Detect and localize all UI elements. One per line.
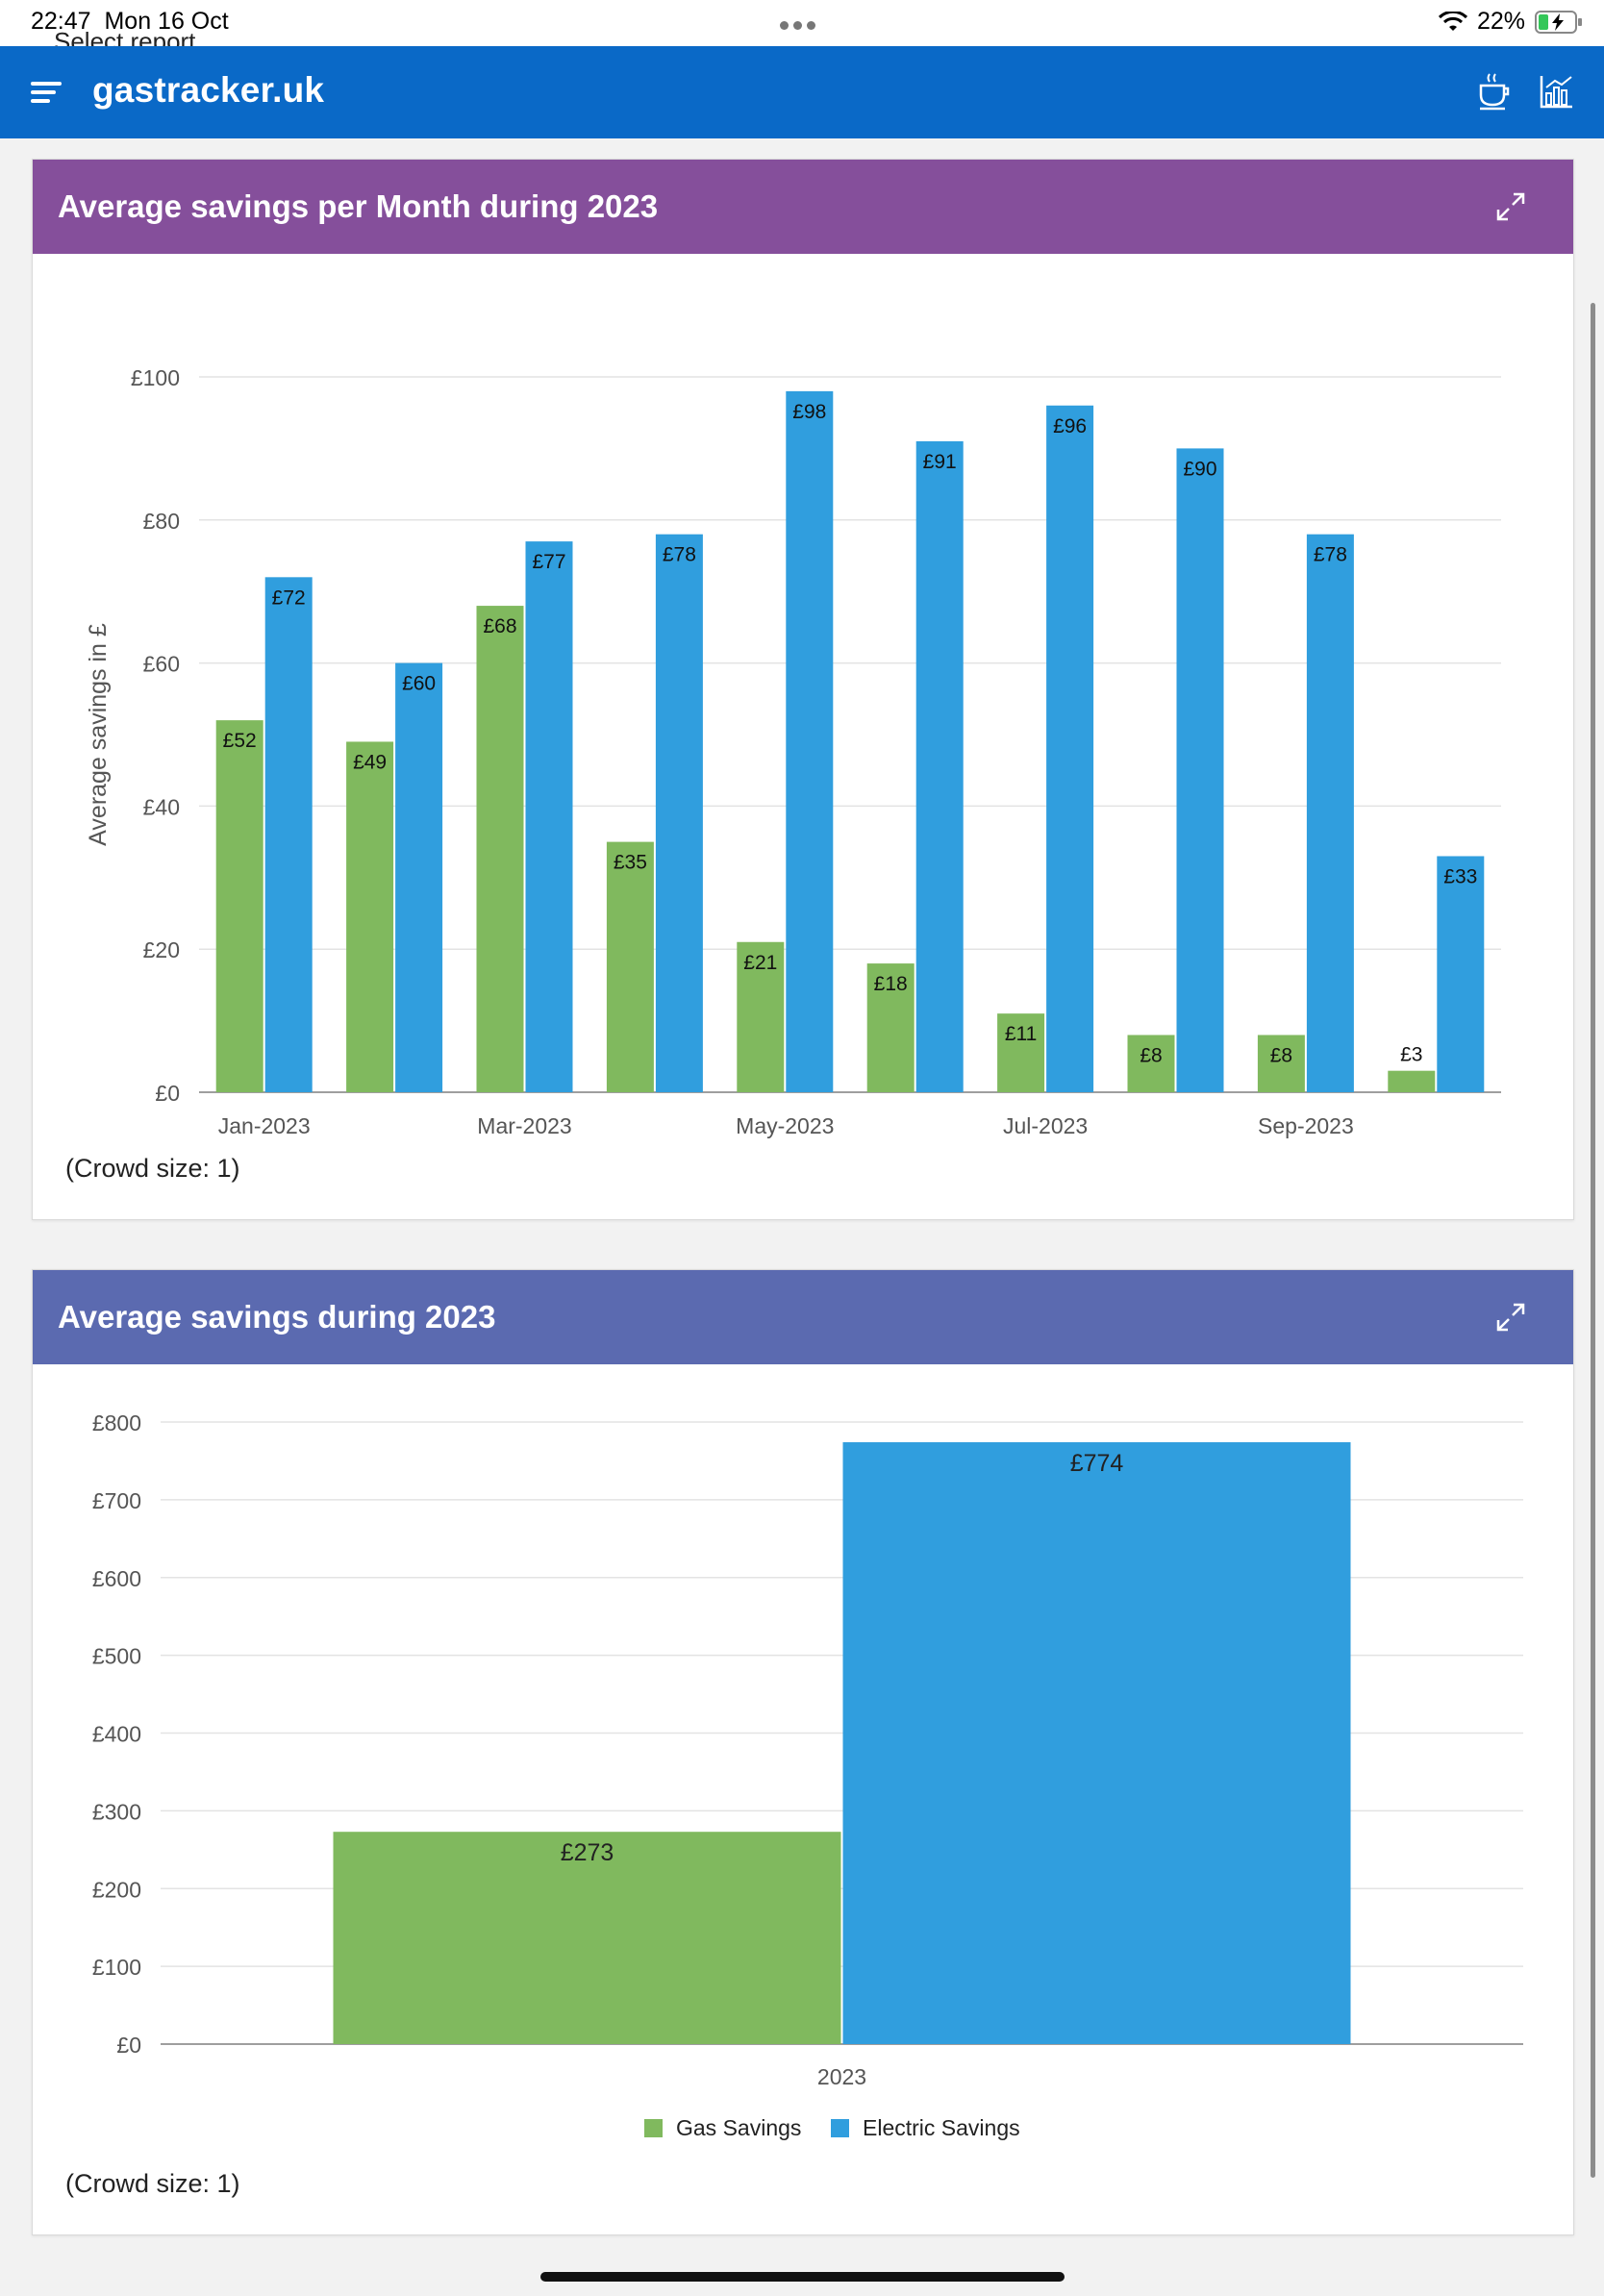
electric-bar bbox=[395, 662, 443, 1092]
gas-bar bbox=[333, 1832, 841, 2044]
y-tick-label: £0 bbox=[155, 1081, 180, 1106]
gas-bar bbox=[997, 1013, 1045, 1092]
status-clock: 22:47 bbox=[31, 8, 91, 35]
gas-bar bbox=[737, 941, 785, 1092]
electric-bar bbox=[1306, 534, 1354, 1092]
x-tick-label: Sep-2023 bbox=[1258, 1113, 1354, 1138]
legend-swatch bbox=[831, 2119, 849, 2137]
gas-bar bbox=[606, 841, 654, 1092]
multitasking-dots-icon[interactable] bbox=[780, 17, 824, 30]
gas-bar bbox=[1388, 1070, 1436, 1092]
y-tick-label: £80 bbox=[143, 509, 180, 534]
legend-label: Electric Savings bbox=[863, 2115, 1020, 2140]
electric-bar bbox=[786, 390, 834, 1092]
y-tick-label: £300 bbox=[92, 1799, 141, 1824]
data-label: £90 bbox=[1183, 458, 1216, 480]
expand-icon[interactable] bbox=[1494, 1301, 1527, 1334]
data-label: £78 bbox=[663, 544, 696, 566]
y-tick-label: £600 bbox=[92, 1566, 141, 1591]
y-tick-label: £40 bbox=[143, 794, 180, 819]
data-label: £72 bbox=[272, 586, 306, 609]
y-tick-label: £100 bbox=[131, 365, 180, 390]
electric-bar bbox=[264, 577, 313, 1092]
menu-icon[interactable] bbox=[31, 79, 63, 106]
battery-charging-icon bbox=[1535, 10, 1582, 34]
legend-label: Gas Savings bbox=[676, 2115, 801, 2140]
data-label: £98 bbox=[792, 401, 826, 423]
y-axis-label: Average savings in £ bbox=[85, 623, 112, 846]
data-label: £60 bbox=[402, 673, 436, 695]
electric-bar bbox=[1437, 856, 1485, 1092]
app-bar: gastracker.uk bbox=[0, 46, 1604, 138]
data-label: £8 bbox=[1270, 1044, 1292, 1066]
wifi-icon bbox=[1438, 11, 1467, 31]
gas-bar bbox=[1127, 1035, 1175, 1092]
data-label: £774 bbox=[1070, 1450, 1124, 1477]
electric-bar bbox=[1176, 448, 1224, 1092]
data-label: £11 bbox=[1005, 1023, 1037, 1045]
gas-bar bbox=[215, 720, 263, 1092]
scrollbar[interactable] bbox=[1591, 303, 1595, 2178]
data-label: £78 bbox=[1314, 544, 1347, 566]
data-label: £77 bbox=[532, 551, 565, 573]
status-time: 22:47 Mon 16 Oct bbox=[31, 8, 229, 36]
y-tick-label: £700 bbox=[92, 1488, 141, 1513]
data-label: £3 bbox=[1400, 1044, 1422, 1066]
card-header: Average savings per Month during 2023 bbox=[33, 160, 1573, 254]
electric-bar bbox=[915, 440, 964, 1092]
y-tick-label: £400 bbox=[92, 1722, 141, 1747]
data-label: £18 bbox=[874, 973, 908, 995]
data-label: £35 bbox=[614, 852, 647, 874]
monthly-savings-chart: £0 £20 £40 £60 £80 £100 Average savings in £ £5… bbox=[85, 365, 1501, 1138]
electric-bar bbox=[842, 1442, 1351, 2044]
home-indicator[interactable] bbox=[540, 2272, 1065, 2282]
bar-chart-icon[interactable] bbox=[1540, 74, 1574, 109]
gas-bar bbox=[346, 741, 394, 1092]
data-label: £21 bbox=[743, 952, 777, 974]
electric-bar bbox=[1046, 405, 1094, 1092]
y-tick-label: £60 bbox=[143, 652, 180, 677]
x-tick-label: Mar-2023 bbox=[477, 1113, 571, 1138]
electric-bar bbox=[655, 534, 703, 1092]
x-tick-label: Jul-2023 bbox=[1003, 1113, 1088, 1138]
data-label: £273 bbox=[561, 1839, 614, 1866]
status-bar: 22:47 Mon 16 Oct 22% bbox=[0, 0, 1604, 46]
electric-bar bbox=[525, 541, 573, 1092]
y-tick-label: £20 bbox=[143, 937, 180, 962]
yearly-savings-chart: £0 £100 £200 £300 £400 £500 £600 £700 £800 £273 £7… bbox=[92, 1410, 1523, 2140]
gas-bar bbox=[476, 606, 524, 1092]
data-label: £8 bbox=[1140, 1044, 1162, 1066]
x-tick-label: Jan-2023 bbox=[218, 1113, 311, 1138]
expand-icon[interactable] bbox=[1494, 190, 1527, 223]
card-header: Average savings during 2023 bbox=[33, 1270, 1573, 1364]
data-label: £33 bbox=[1443, 865, 1477, 887]
coffee-cup-icon[interactable] bbox=[1478, 72, 1511, 111]
y-tick-label: £100 bbox=[92, 1955, 141, 1980]
status-date: Mon 16 Oct bbox=[104, 8, 229, 35]
data-label: £96 bbox=[1053, 415, 1087, 437]
monthly-savings-card: Average savings per Month during 2023 £0… bbox=[32, 159, 1574, 1220]
data-label: £52 bbox=[223, 730, 257, 752]
y-tick-label: £0 bbox=[116, 2033, 141, 2058]
legend-swatch bbox=[644, 2119, 663, 2137]
card-title: Average savings during 2023 bbox=[58, 1299, 496, 1335]
gas-bar bbox=[866, 963, 915, 1092]
x-tick-label: 2023 bbox=[817, 2064, 866, 2089]
y-tick-label: £800 bbox=[92, 1410, 141, 1435]
y-tick-label: £500 bbox=[92, 1644, 141, 1669]
crowd-size: (Crowd size: 1) bbox=[65, 1154, 240, 1183]
crowd-size: (Crowd size: 1) bbox=[65, 2169, 240, 2198]
y-tick-label: £200 bbox=[92, 1877, 141, 1902]
app-title[interactable]: gastracker.uk bbox=[92, 70, 325, 110]
x-tick-label: May-2023 bbox=[736, 1113, 834, 1138]
data-label: £91 bbox=[923, 451, 957, 473]
gas-bar bbox=[1257, 1035, 1305, 1092]
status-indicators: 22% bbox=[1438, 8, 1583, 36]
battery-percent: 22% bbox=[1476, 8, 1525, 35]
card-title: Average savings per Month during 2023 bbox=[58, 188, 659, 224]
data-label: £49 bbox=[353, 751, 387, 773]
yearly-savings-card: Average savings during 2023 £0 £100 £200 £3… bbox=[32, 1269, 1574, 2235]
data-label: £68 bbox=[483, 615, 516, 637]
